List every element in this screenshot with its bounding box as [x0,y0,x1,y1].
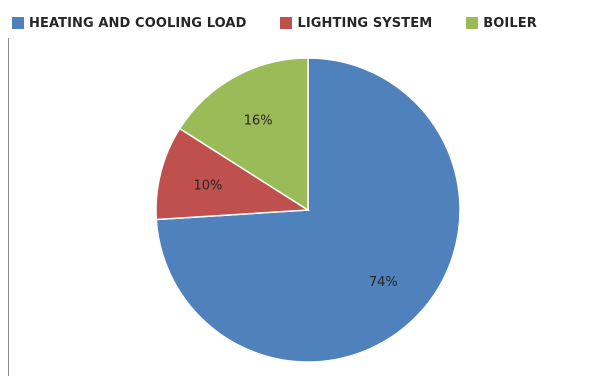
chart-border-left [8,38,9,376]
data-label-lighting-system: 10% [193,178,222,193]
legend-item-lighting-system: LIGHTING SYSTEM [280,16,432,31]
chart-legend: HEATING AND COOLING LOAD LIGHTING SYSTEM… [12,13,606,33]
data-label-boiler: 16% [244,113,273,128]
pie-slice-boiler [178,57,309,212]
legend-item-boiler: BOILER [466,16,537,31]
pie-slice-lighting-system [155,127,311,221]
legend-label-boiler: BOILER [483,15,537,31]
legend-label-heating-and-cooling-load: HEATING AND COOLING LOAD [29,15,247,31]
legend-swatch-boiler [466,17,479,29]
legend-label-lighting-system: LIGHTING SYSTEM [297,15,433,31]
legend-item-heating-and-cooling-load: HEATING AND COOLING LOAD [12,16,246,31]
legend-swatch-lighting-system [280,17,293,29]
data-label-heating-and-cooling-load: 74% [369,275,398,290]
legend-swatch-heating-and-cooling-load [12,17,24,29]
